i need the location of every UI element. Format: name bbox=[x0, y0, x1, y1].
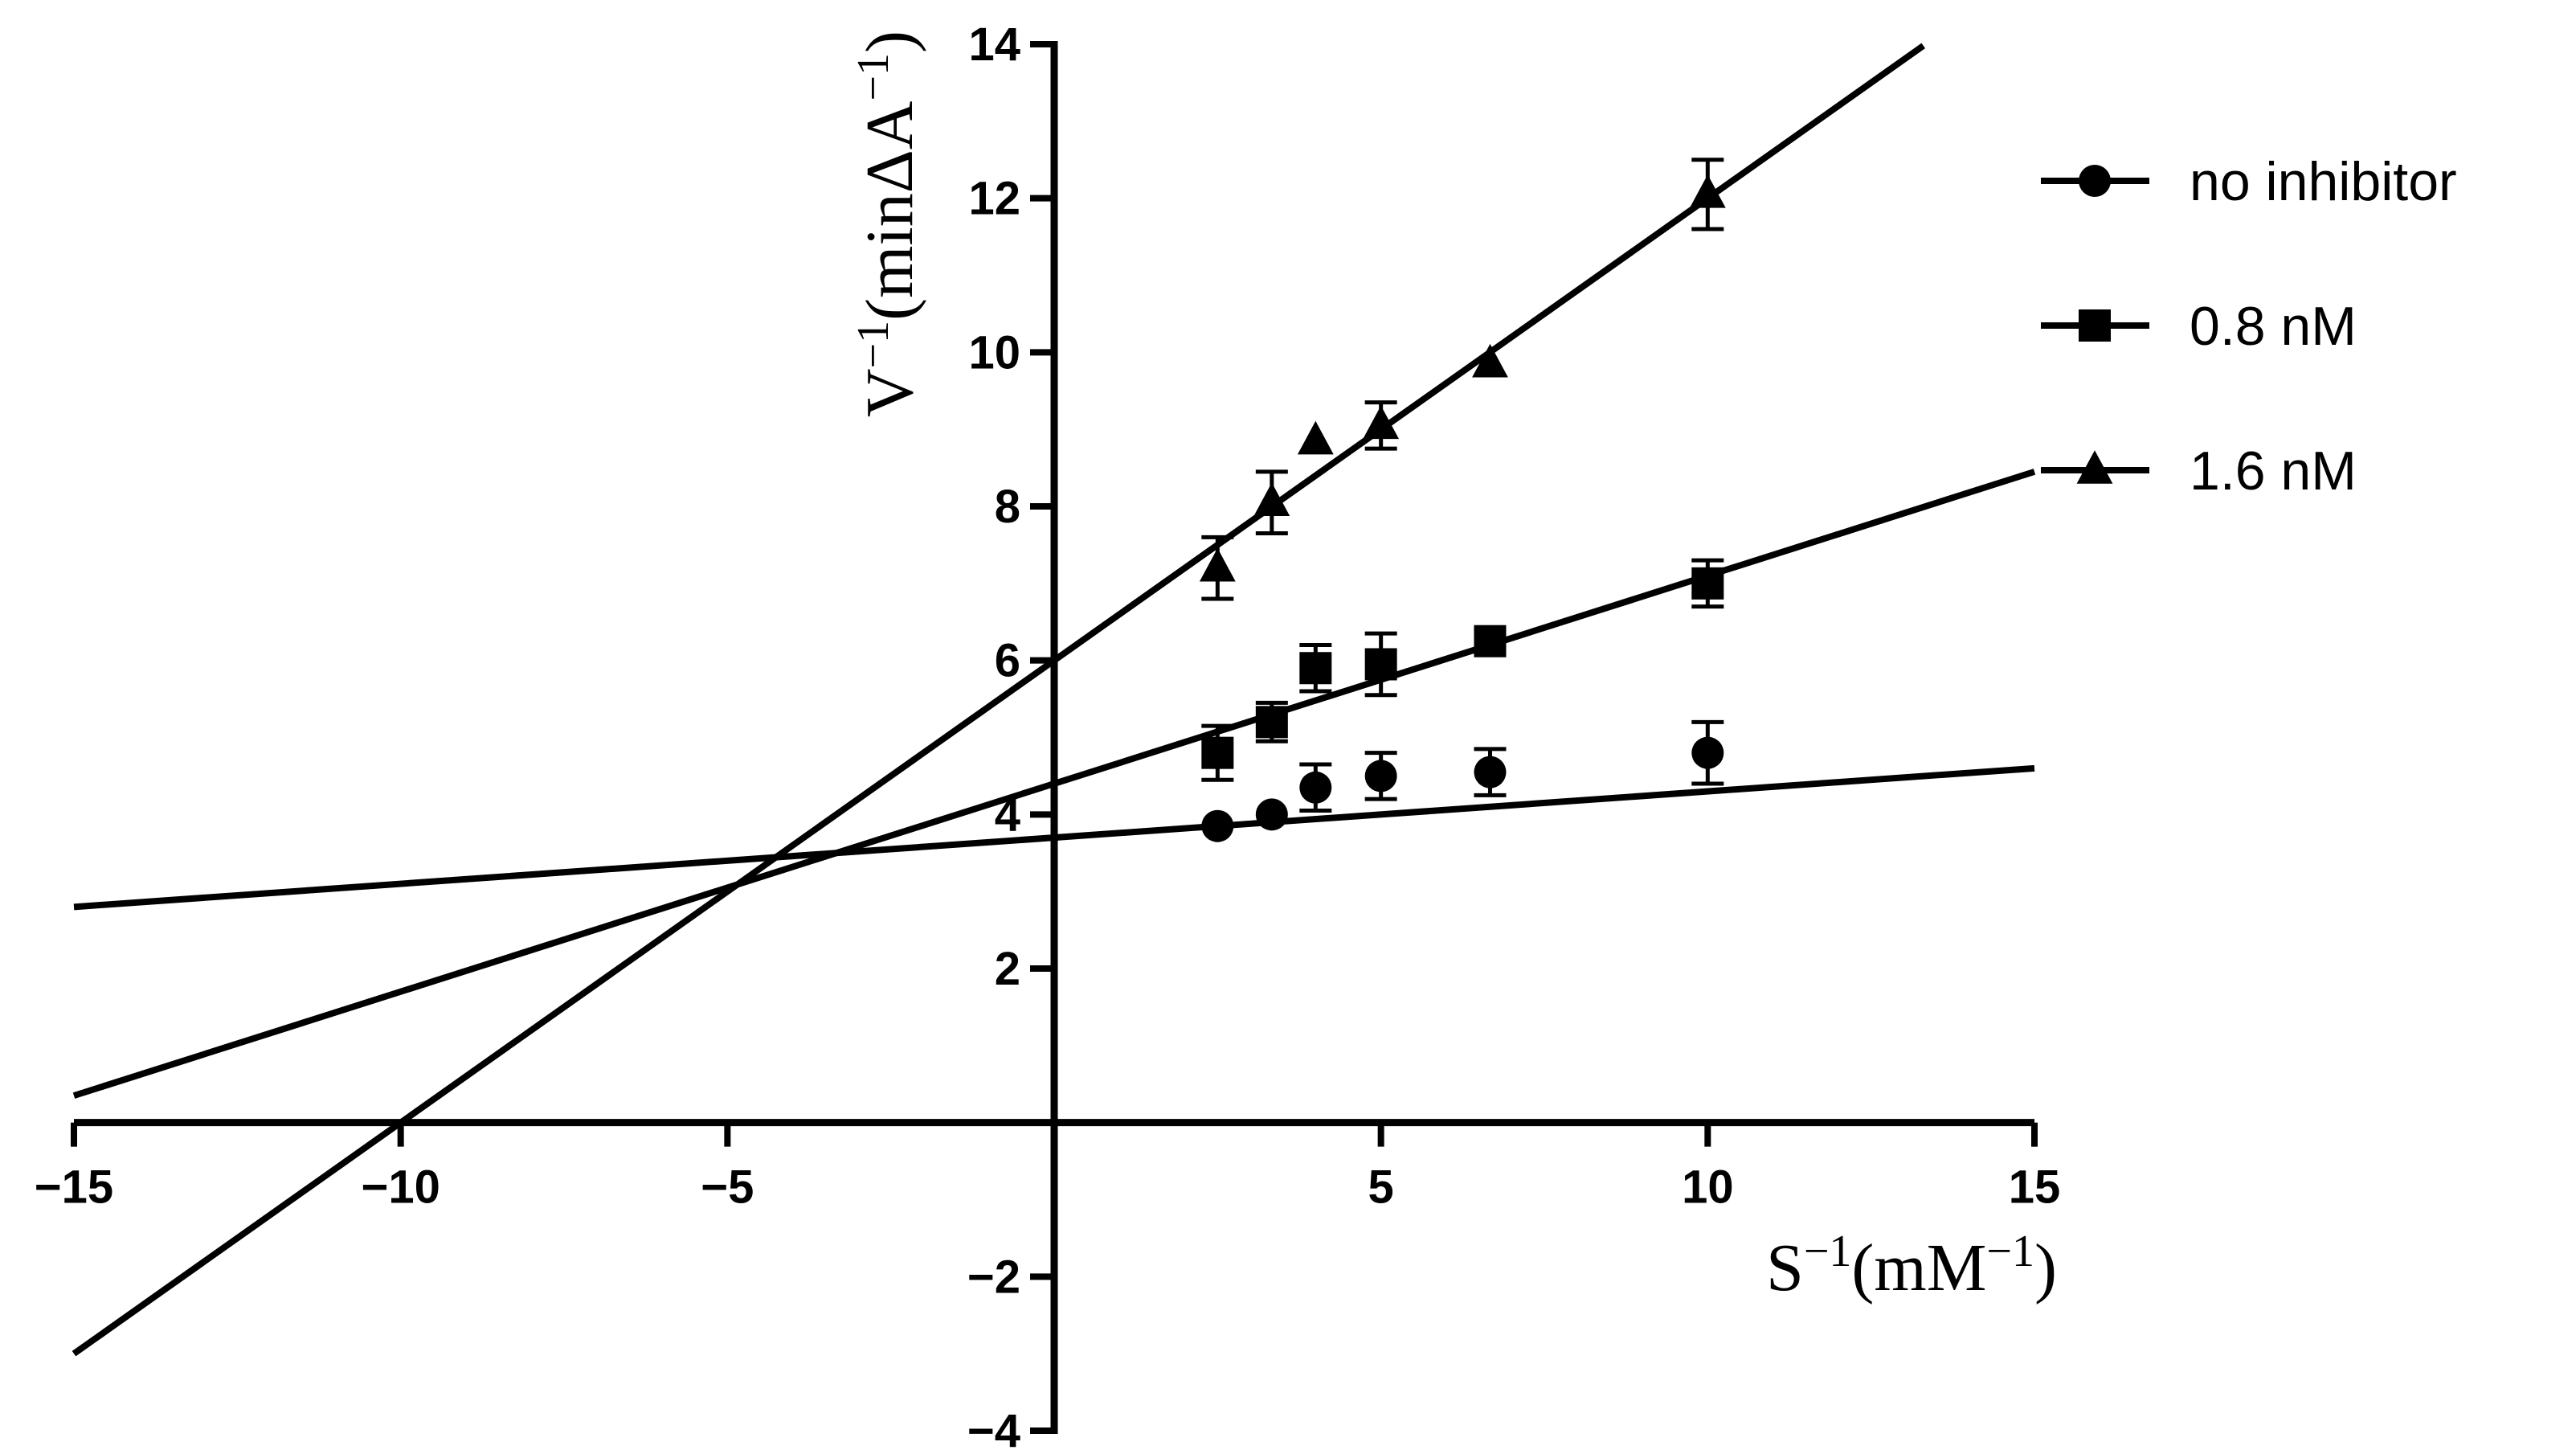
y-axis-title: V−1(minΔA−1) bbox=[848, 31, 927, 417]
point-marker-square bbox=[1474, 625, 1507, 657]
axes: −15 −10 −5 5 10 15 −4 −2 2 4 6 8 10 12 14 bbox=[35, 18, 2060, 1450]
fit-line-series-3 bbox=[72, 43, 1926, 1357]
legend-item-1: no inhibitor bbox=[2041, 151, 2457, 212]
point-marker-triangle bbox=[1253, 482, 1290, 517]
legend-item-3: 1.6 nM bbox=[2041, 440, 2357, 502]
point-marker-triangle bbox=[2076, 450, 2113, 484]
point-marker-triangle bbox=[1199, 547, 1236, 582]
x-tick-label: 10 bbox=[1682, 1161, 1734, 1214]
y-tick-label: 2 bbox=[995, 943, 1020, 995]
y-tick-label: 10 bbox=[968, 326, 1020, 379]
point-marker-square bbox=[1299, 652, 1332, 685]
point-marker-circle bbox=[1691, 736, 1724, 769]
point-marker-square bbox=[2079, 309, 2111, 342]
legend-label: 0.8 nM bbox=[2190, 296, 2357, 357]
point-marker-circle bbox=[1255, 798, 1288, 831]
x-tick-label: 15 bbox=[2009, 1161, 2061, 1214]
point-marker-triangle bbox=[1472, 343, 1508, 378]
x-axis-title: S−1(mM−1) bbox=[1766, 1227, 2057, 1305]
point-marker-circle bbox=[1474, 756, 1507, 788]
y-tick-label: −4 bbox=[967, 1405, 1020, 1450]
y-tick-label: 8 bbox=[995, 481, 1020, 533]
legend-label: no inhibitor bbox=[2190, 151, 2457, 212]
legend-label: 1.6 nM bbox=[2190, 440, 2357, 502]
point-marker-square bbox=[1201, 736, 1234, 769]
x-tick-label: 5 bbox=[1368, 1161, 1394, 1214]
legend: no inhibitor 0.8 nM 1.6 nM bbox=[2041, 151, 2457, 502]
legend-item-2: 0.8 nM bbox=[2041, 296, 2357, 357]
y-tick-label: 4 bbox=[995, 788, 1020, 841]
point-marker-square bbox=[1364, 648, 1397, 681]
y-tick-label: 14 bbox=[968, 18, 1020, 71]
point-marker-triangle bbox=[1689, 174, 1726, 208]
point-marker-circle bbox=[1364, 760, 1397, 793]
point-marker-triangle bbox=[1297, 420, 1334, 455]
data-points bbox=[1199, 158, 1726, 842]
point-marker-circle bbox=[2079, 165, 2111, 197]
point-marker-square bbox=[1691, 567, 1724, 600]
y-tick-label: 12 bbox=[968, 173, 1020, 225]
x-tick-label: −10 bbox=[361, 1161, 440, 1214]
point-marker-circle bbox=[1299, 771, 1332, 804]
point-marker-circle bbox=[1201, 809, 1234, 842]
x-tick-label: −15 bbox=[35, 1161, 113, 1214]
y-tick-label: −2 bbox=[967, 1251, 1020, 1303]
y-tick-label: 6 bbox=[995, 635, 1020, 687]
point-marker-square bbox=[1255, 706, 1288, 739]
point-marker-triangle bbox=[1363, 405, 1400, 440]
x-tick-label: −5 bbox=[701, 1161, 754, 1214]
